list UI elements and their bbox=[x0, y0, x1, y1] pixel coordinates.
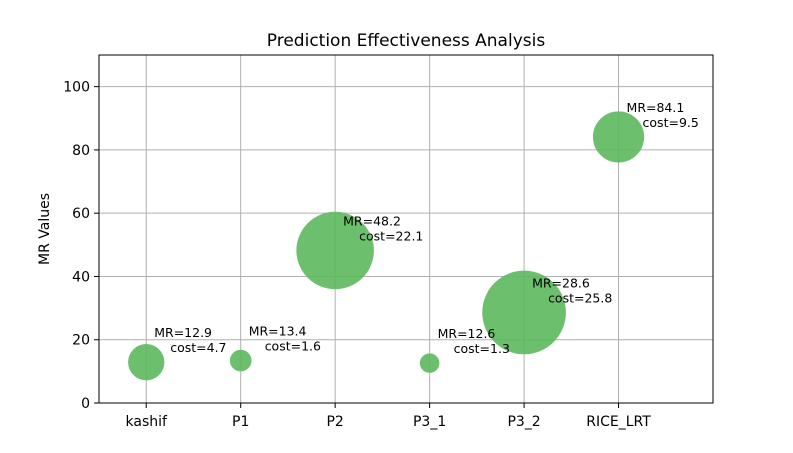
x-tick-label: kashif bbox=[126, 414, 168, 430]
bubble-label-mr: MR=84.1 bbox=[627, 100, 685, 115]
bubble-label-cost: cost=1.3 bbox=[454, 341, 510, 356]
annotations: MR=12.9cost=4.7MR=13.4cost=1.6MR=48.2cos… bbox=[154, 100, 699, 356]
bubble-label-mr: MR=12.6 bbox=[438, 326, 496, 341]
x-tick-label: RICE_LRT bbox=[586, 414, 651, 430]
bubble bbox=[419, 353, 440, 373]
bubble bbox=[592, 111, 645, 163]
x-tick-label: P3_2 bbox=[507, 414, 540, 430]
bubble-label-mr: MR=28.6 bbox=[532, 276, 590, 291]
y-tick-label: 20 bbox=[72, 333, 90, 349]
bubble-label-cost: cost=1.6 bbox=[265, 339, 321, 354]
y-tick-label: 80 bbox=[72, 143, 90, 159]
bubbles bbox=[128, 111, 645, 381]
bubble-label-cost: cost=25.8 bbox=[548, 291, 612, 306]
plot-area bbox=[98, 54, 714, 404]
bubble-label-mr: MR=48.2 bbox=[343, 214, 401, 229]
bubble-label-cost: cost=4.7 bbox=[170, 340, 226, 355]
y-tick-label: 40 bbox=[72, 269, 90, 285]
y-axis-label: MR Values bbox=[37, 193, 53, 265]
ticks: kashif P1 P2 P3_1 P3_2 RICE_LRT 0 20 40 60 80 100 bbox=[63, 80, 651, 430]
bubble-label-cost: cost=9.5 bbox=[643, 115, 699, 130]
x-tick-label: P1 bbox=[232, 414, 249, 430]
y-tick-label: 60 bbox=[72, 206, 90, 222]
bubble bbox=[128, 344, 165, 381]
bubble-label-mr: MR=13.4 bbox=[249, 324, 307, 339]
x-tick-label: P3_1 bbox=[413, 414, 446, 430]
chart-title: Prediction Effectiveness Analysis bbox=[267, 31, 546, 51]
bubble bbox=[296, 211, 374, 290]
bubble-label-cost: cost=22.1 bbox=[359, 229, 423, 244]
y-tick-label: 100 bbox=[63, 80, 90, 96]
x-tick-label: P2 bbox=[326, 414, 343, 430]
bubble bbox=[229, 349, 252, 372]
bubble-label-mr: MR=12.9 bbox=[154, 325, 212, 340]
bubble bbox=[482, 270, 566, 355]
y-tick-label: 0 bbox=[81, 396, 90, 412]
